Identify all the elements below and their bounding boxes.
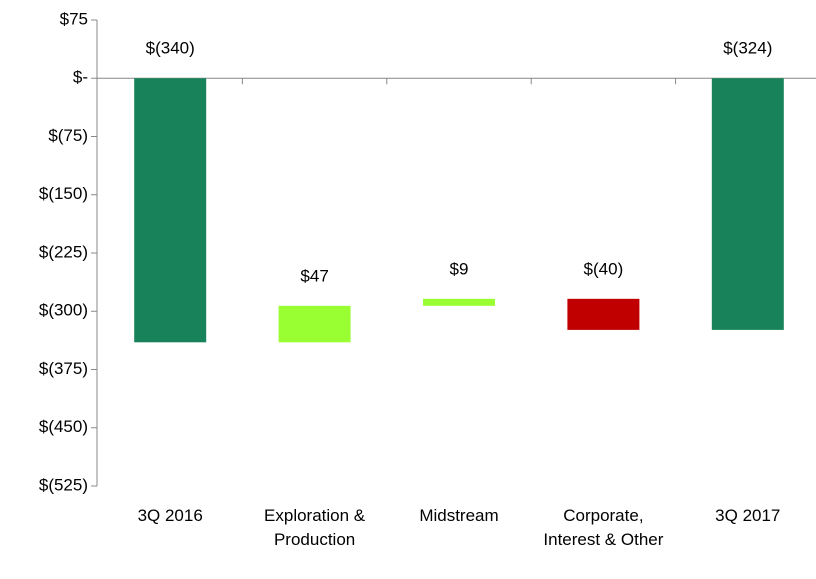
x-tick-label: Exploration & Production xyxy=(264,506,366,549)
bar xyxy=(567,298,640,330)
x-tick-label: 3Q 2017 xyxy=(715,506,781,525)
bar xyxy=(278,305,351,343)
y-tick-label: $(225) xyxy=(39,242,88,261)
y-tick-label: $- xyxy=(73,68,88,87)
x-tick-label: Midstream xyxy=(419,506,499,525)
x-tick-label: 3Q 2016 xyxy=(137,506,203,525)
bar xyxy=(423,298,495,306)
y-tick-label: $(300) xyxy=(39,301,88,320)
y-tick-label: $75 xyxy=(60,9,88,28)
y-tick-label: $(525) xyxy=(39,475,88,494)
value-label: $47 xyxy=(300,266,328,285)
y-tick-label: $(375) xyxy=(39,359,88,378)
y-tick-label: $(450) xyxy=(39,417,88,436)
value-label: $(324) xyxy=(723,39,772,58)
value-label: $9 xyxy=(450,259,469,278)
bar xyxy=(711,78,784,330)
x-tick-label: Corporate, Interest & Other xyxy=(543,506,664,549)
y-tick-label: $(150) xyxy=(39,184,88,203)
value-label: $(340) xyxy=(146,39,195,58)
bar xyxy=(134,78,207,343)
value-label: $(40) xyxy=(584,259,624,278)
y-tick-label: $(75) xyxy=(48,126,88,145)
